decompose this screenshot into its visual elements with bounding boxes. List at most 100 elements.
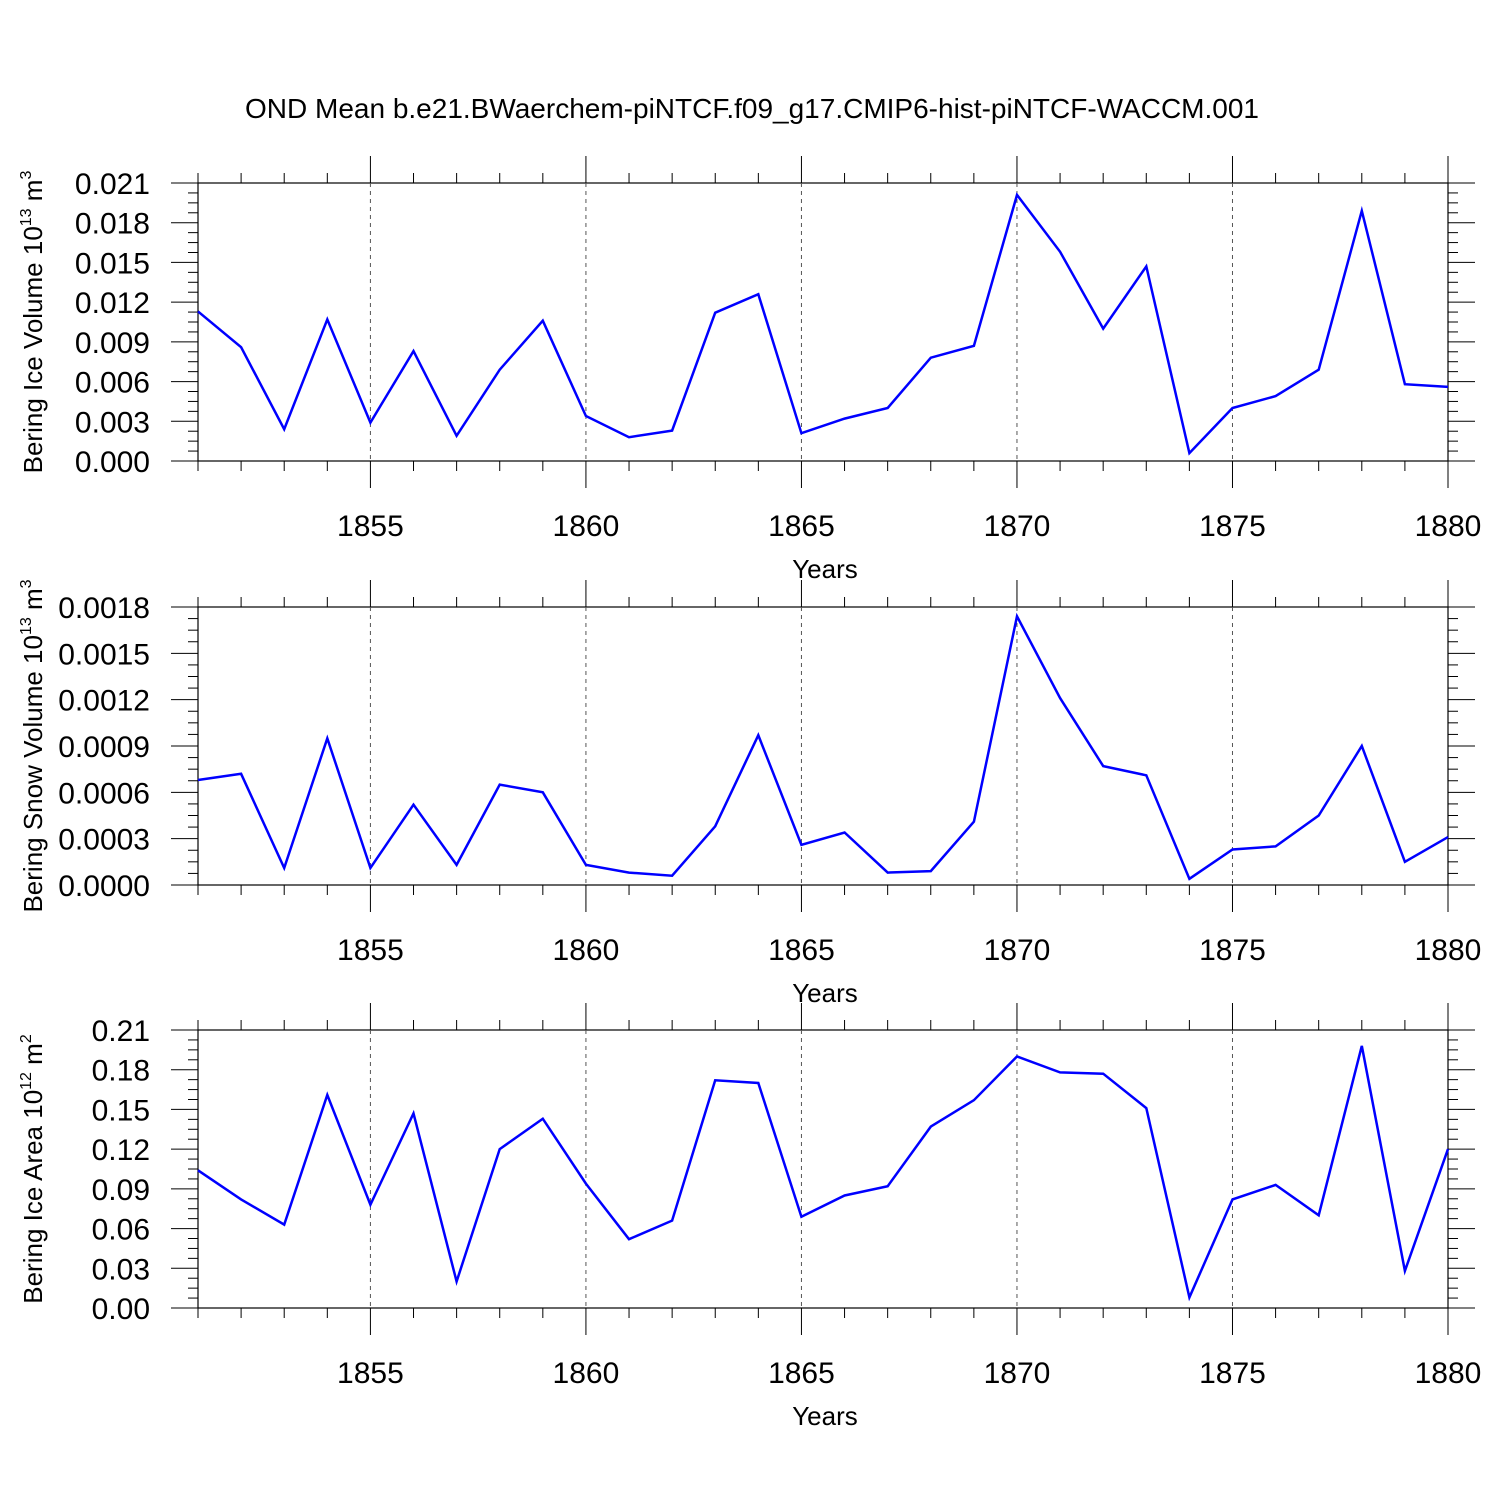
data-point bbox=[1230, 847, 1234, 851]
data-point bbox=[1274, 1183, 1278, 1187]
data-point bbox=[886, 406, 890, 410]
y-tick-label: 0.012 bbox=[75, 287, 150, 320]
data-point bbox=[1274, 394, 1278, 398]
x-tick-label: 1875 bbox=[1199, 1357, 1266, 1390]
data-point bbox=[1317, 814, 1321, 818]
data-point bbox=[627, 435, 631, 439]
data-point bbox=[756, 733, 760, 737]
y-tick-label: 0.009 bbox=[75, 327, 150, 360]
data-point bbox=[670, 874, 674, 878]
y-tick-label: 0.00 bbox=[92, 1293, 150, 1326]
data-point bbox=[282, 1223, 286, 1227]
data-point bbox=[1403, 382, 1407, 386]
x-tick-label: 1865 bbox=[768, 510, 835, 543]
data-point bbox=[886, 871, 890, 875]
plot-frame-snow-volume bbox=[197, 606, 1449, 886]
data-point bbox=[670, 1219, 674, 1223]
data-point bbox=[498, 783, 502, 787]
data-point bbox=[756, 292, 760, 296]
data-point bbox=[670, 429, 674, 433]
data-point bbox=[455, 1280, 459, 1284]
y-tick-label: 0.12 bbox=[92, 1134, 150, 1167]
data-point bbox=[1360, 744, 1364, 748]
data-point bbox=[1015, 614, 1019, 618]
x-tick-label: 1870 bbox=[984, 934, 1051, 967]
data-point bbox=[843, 1193, 847, 1197]
data-point bbox=[584, 1182, 588, 1186]
x-axis-label: Years bbox=[792, 978, 858, 1008]
data-point bbox=[627, 1237, 631, 1241]
x-tick-label: 1875 bbox=[1199, 510, 1266, 543]
data-point bbox=[196, 309, 200, 313]
data-point bbox=[1015, 1054, 1019, 1058]
data-point bbox=[972, 820, 976, 824]
y-tick-label: 0.21 bbox=[92, 1015, 150, 1048]
data-point bbox=[584, 414, 588, 418]
plot-frame-ice-volume bbox=[197, 182, 1449, 462]
panel-ice-volume: 1855 1860 1865 1870 1875 1880 0.000 0.003 0.006 0… bbox=[18, 156, 1481, 584]
x-tick-label: 1870 bbox=[984, 510, 1051, 543]
y-tick-label: 0.0018 bbox=[58, 592, 150, 625]
data-point bbox=[1230, 1197, 1234, 1201]
y-tick-label: 0.006 bbox=[75, 367, 150, 400]
y-tick-label: 0.003 bbox=[75, 406, 150, 439]
data-point bbox=[368, 866, 372, 870]
data-point bbox=[584, 863, 588, 867]
data-point bbox=[1144, 1106, 1148, 1110]
data-point bbox=[498, 1147, 502, 1151]
data-point bbox=[541, 319, 545, 323]
y-tick-label: 0.018 bbox=[75, 208, 150, 241]
data-point bbox=[1015, 193, 1019, 197]
data-point bbox=[455, 434, 459, 438]
data-point bbox=[1446, 385, 1450, 389]
chart-title: OND Mean b.e21.BWaerchem-piNTCF.f09_g17.… bbox=[245, 93, 1259, 124]
y-tick-label: 0.0015 bbox=[58, 638, 150, 671]
data-point bbox=[972, 1098, 976, 1102]
x-tick-label: 1855 bbox=[337, 934, 404, 967]
data-point bbox=[196, 778, 200, 782]
data-point bbox=[1101, 764, 1105, 768]
data-point bbox=[368, 421, 372, 425]
data-point bbox=[1058, 1070, 1062, 1074]
x-axis-label: Years bbox=[792, 1401, 858, 1431]
x-tick-label: 1855 bbox=[337, 1357, 404, 1390]
data-point bbox=[541, 790, 545, 794]
data-point bbox=[713, 824, 717, 828]
data-point bbox=[713, 1078, 717, 1082]
y-tick-label: 0.09 bbox=[92, 1174, 150, 1207]
y-axis-label: Bering Ice Area 1012 m2 bbox=[18, 1034, 48, 1304]
data-point bbox=[843, 830, 847, 834]
x-tick-label: 1880 bbox=[1415, 510, 1482, 543]
data-point bbox=[929, 356, 933, 360]
x-tick-label: 1865 bbox=[768, 1357, 835, 1390]
y-tick-label: 0.0006 bbox=[58, 777, 150, 810]
data-point bbox=[541, 1117, 545, 1121]
data-point bbox=[368, 1203, 372, 1207]
data-point bbox=[196, 1168, 200, 1172]
x-tick-label: 1860 bbox=[553, 1357, 620, 1390]
y-tick-label: 0.021 bbox=[75, 168, 150, 201]
x-tick-label: 1880 bbox=[1415, 1357, 1482, 1390]
series-line-ice-volume bbox=[197, 192, 1449, 456]
data-point bbox=[1403, 1269, 1407, 1273]
data-point bbox=[1360, 209, 1364, 213]
data-point bbox=[412, 1111, 416, 1115]
data-point bbox=[1230, 406, 1234, 410]
y-tick-label: 0.0012 bbox=[58, 685, 150, 718]
data-point bbox=[756, 1081, 760, 1085]
x-axis-label: Years bbox=[792, 554, 858, 584]
panel-ice-area: 1855 1860 1865 1870 1875 1880 0.00 0.03 0.06 0.09… bbox=[18, 1003, 1481, 1431]
data-point bbox=[1058, 696, 1062, 700]
y-tick-label: 0.0000 bbox=[58, 870, 150, 903]
data-point bbox=[282, 866, 286, 870]
data-point bbox=[239, 345, 243, 349]
x-tick-label: 1865 bbox=[768, 934, 835, 967]
plot-frame-ice-area bbox=[197, 1029, 1449, 1309]
data-point bbox=[713, 311, 717, 315]
data-point bbox=[1101, 1072, 1105, 1076]
data-point bbox=[886, 1184, 890, 1188]
data-point bbox=[799, 843, 803, 847]
x-tick-label: 1855 bbox=[337, 510, 404, 543]
data-point bbox=[1317, 368, 1321, 372]
